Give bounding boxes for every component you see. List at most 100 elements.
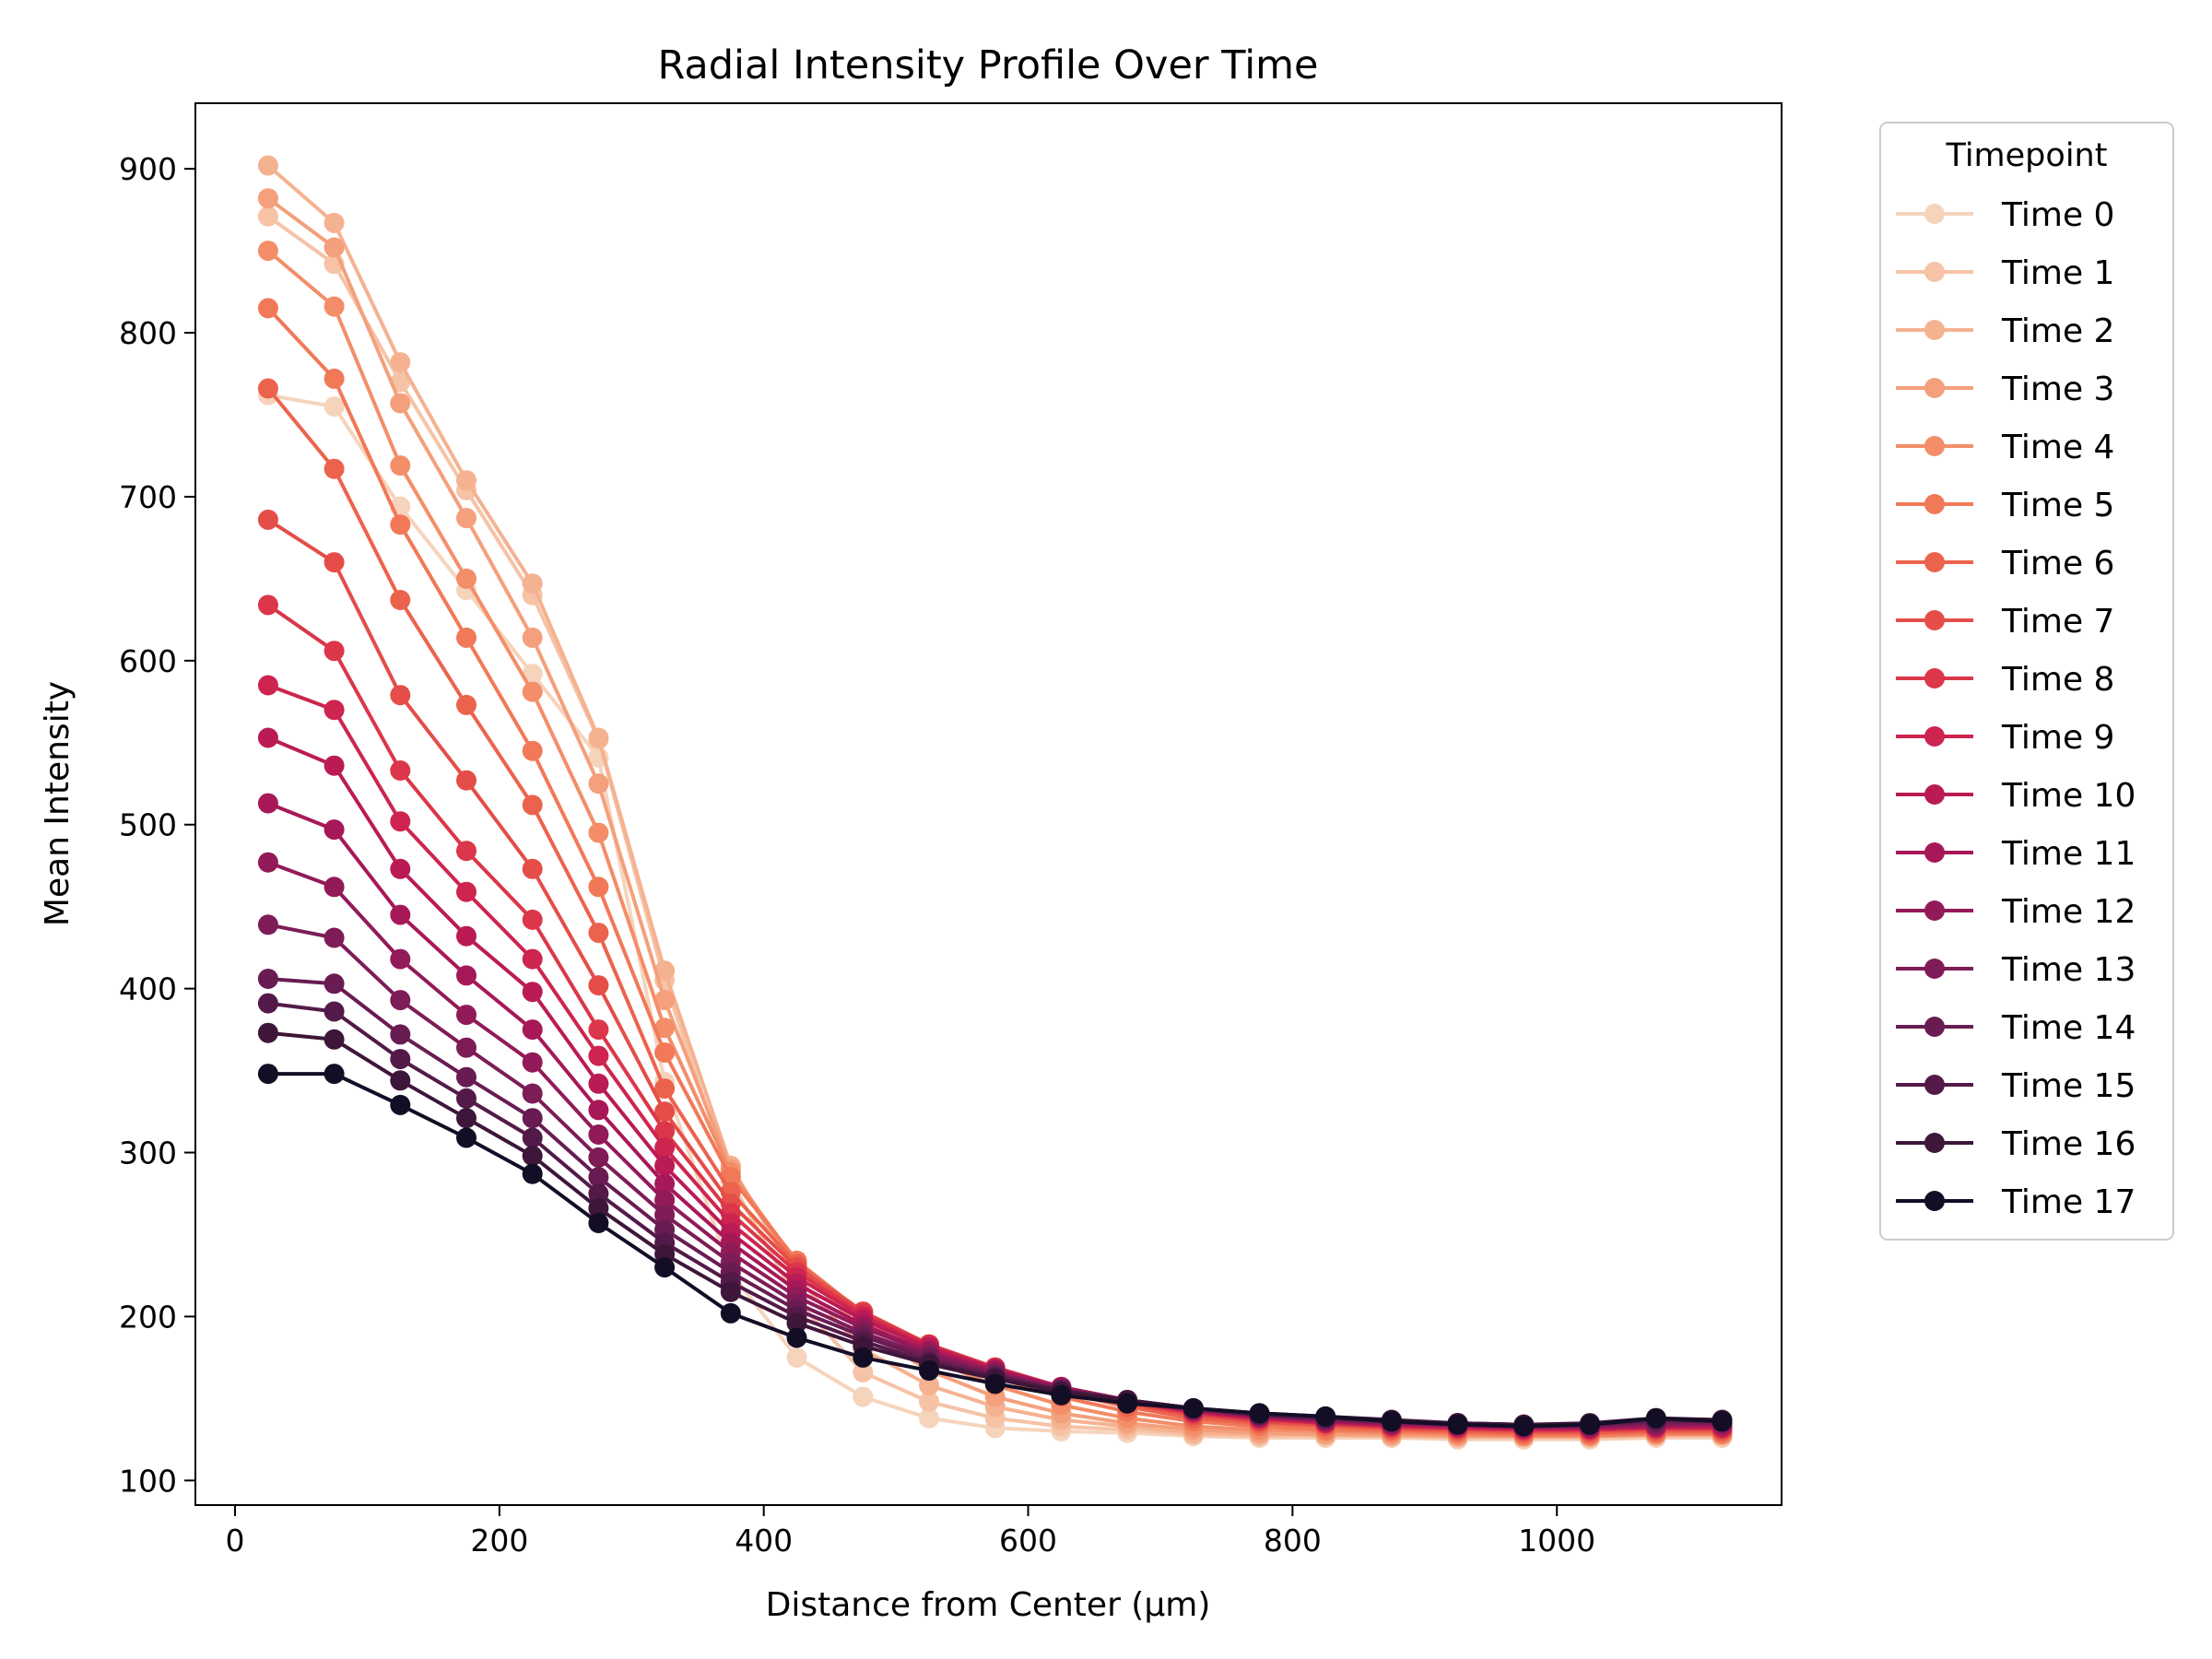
data-point xyxy=(588,822,609,843)
legend-label: Time 9 xyxy=(2001,719,2114,757)
data-point xyxy=(456,841,477,862)
legend-item: Time 7 xyxy=(1896,603,2114,641)
data-point xyxy=(1447,1414,1468,1435)
data-point xyxy=(1182,1398,1204,1418)
data-point xyxy=(522,1108,543,1129)
y-tick-label: 300 xyxy=(119,1135,177,1171)
y-tick-label: 600 xyxy=(119,643,177,679)
data-point xyxy=(324,1001,345,1022)
data-point xyxy=(522,1146,543,1167)
data-point xyxy=(390,1024,411,1045)
data-point xyxy=(257,241,278,262)
data-point xyxy=(390,352,411,373)
data-point xyxy=(456,770,477,791)
legend-title: Timepoint xyxy=(1946,137,2108,174)
data-point xyxy=(588,727,609,748)
data-point xyxy=(324,641,345,662)
legend-swatch-marker xyxy=(1924,552,1945,572)
data-point xyxy=(522,858,543,879)
data-point xyxy=(390,990,411,1011)
data-point xyxy=(522,740,543,761)
data-point xyxy=(390,393,411,414)
data-point xyxy=(456,881,477,902)
y-tick-label: 900 xyxy=(119,151,177,187)
legend-item: Time 1 xyxy=(1896,254,2114,292)
legend-items: Time 0 Time 1 Time 2 Time 3 Time 4 Time 5 Time… xyxy=(1896,196,2136,1221)
data-point xyxy=(522,1163,543,1184)
data-point xyxy=(654,1205,676,1226)
data-point xyxy=(257,206,278,227)
x-tick-label: 400 xyxy=(735,1523,793,1559)
data-point xyxy=(588,1045,609,1066)
data-point xyxy=(654,1137,676,1159)
data-point xyxy=(390,590,411,610)
data-point xyxy=(588,1100,609,1121)
chart-title: Radial Intensity Profile Over Time xyxy=(657,42,1318,88)
data-point xyxy=(257,727,278,748)
data-point xyxy=(390,685,411,706)
data-point xyxy=(654,1101,676,1123)
legend-item: Time 15 xyxy=(1896,1067,2136,1105)
data-point xyxy=(522,1127,543,1148)
legend-label: Time 2 xyxy=(2001,312,2114,350)
data-point xyxy=(654,960,676,982)
data-point xyxy=(919,1360,939,1382)
legend-swatch-marker xyxy=(1924,610,1945,630)
data-point xyxy=(456,925,477,947)
legend-label: Time 7 xyxy=(2001,603,2114,641)
data-point xyxy=(390,1049,411,1070)
y-tick-label: 200 xyxy=(119,1299,177,1335)
x-tick-label: 1000 xyxy=(1518,1523,1595,1559)
legend-item: Time 10 xyxy=(1896,777,2136,815)
data-point xyxy=(456,627,477,648)
data-point xyxy=(654,1121,676,1142)
data-point xyxy=(257,594,278,616)
x-tick-label: 800 xyxy=(1264,1523,1322,1559)
data-point xyxy=(324,212,345,233)
legend-item: Time 17 xyxy=(1896,1183,2136,1221)
data-point xyxy=(456,694,477,715)
legend-item: Time 3 xyxy=(1896,371,2114,408)
legend-swatch-marker xyxy=(1924,262,1945,282)
data-point xyxy=(390,455,411,477)
data-point xyxy=(1117,1393,1138,1414)
legend-swatch-marker xyxy=(1924,959,1945,979)
legend-swatch-marker xyxy=(1924,1133,1945,1153)
data-point xyxy=(324,700,345,721)
legend-item: Time 5 xyxy=(1896,487,2114,524)
data-point xyxy=(390,1094,411,1115)
data-point xyxy=(654,1190,676,1211)
series-17 xyxy=(257,1064,1733,1437)
data-point xyxy=(588,1213,609,1233)
legend-frame xyxy=(1879,122,2174,1241)
y-tick-label: 100 xyxy=(119,1463,177,1499)
data-point xyxy=(324,396,345,418)
legend-swatch-marker xyxy=(1924,668,1945,688)
y-tick-label: 400 xyxy=(119,971,177,1007)
data-point xyxy=(324,819,345,841)
data-point xyxy=(1580,1414,1600,1435)
legend-swatch-marker xyxy=(1924,494,1945,514)
data-point xyxy=(456,1127,477,1148)
data-point xyxy=(1712,1411,1733,1432)
legend-swatch-marker xyxy=(1924,900,1945,921)
legend-label: Time 15 xyxy=(2001,1067,2136,1105)
data-point xyxy=(257,793,278,814)
data-point xyxy=(588,877,609,898)
data-point xyxy=(390,858,411,879)
legend-label: Time 5 xyxy=(2001,487,2114,524)
data-point xyxy=(456,1108,477,1129)
data-point xyxy=(853,1361,874,1382)
data-point xyxy=(522,909,543,930)
data-point xyxy=(786,1327,807,1348)
legend-swatch-marker xyxy=(1924,1191,1945,1211)
data-point xyxy=(522,1052,543,1073)
data-point xyxy=(456,568,477,589)
legend-swatch-marker xyxy=(1924,1017,1945,1037)
data-point xyxy=(257,509,278,530)
data-point xyxy=(588,923,609,944)
data-point xyxy=(588,1167,609,1188)
legend-label: Time 10 xyxy=(2001,777,2136,815)
legend-swatch-marker xyxy=(1924,1075,1945,1095)
data-point xyxy=(257,993,278,1014)
